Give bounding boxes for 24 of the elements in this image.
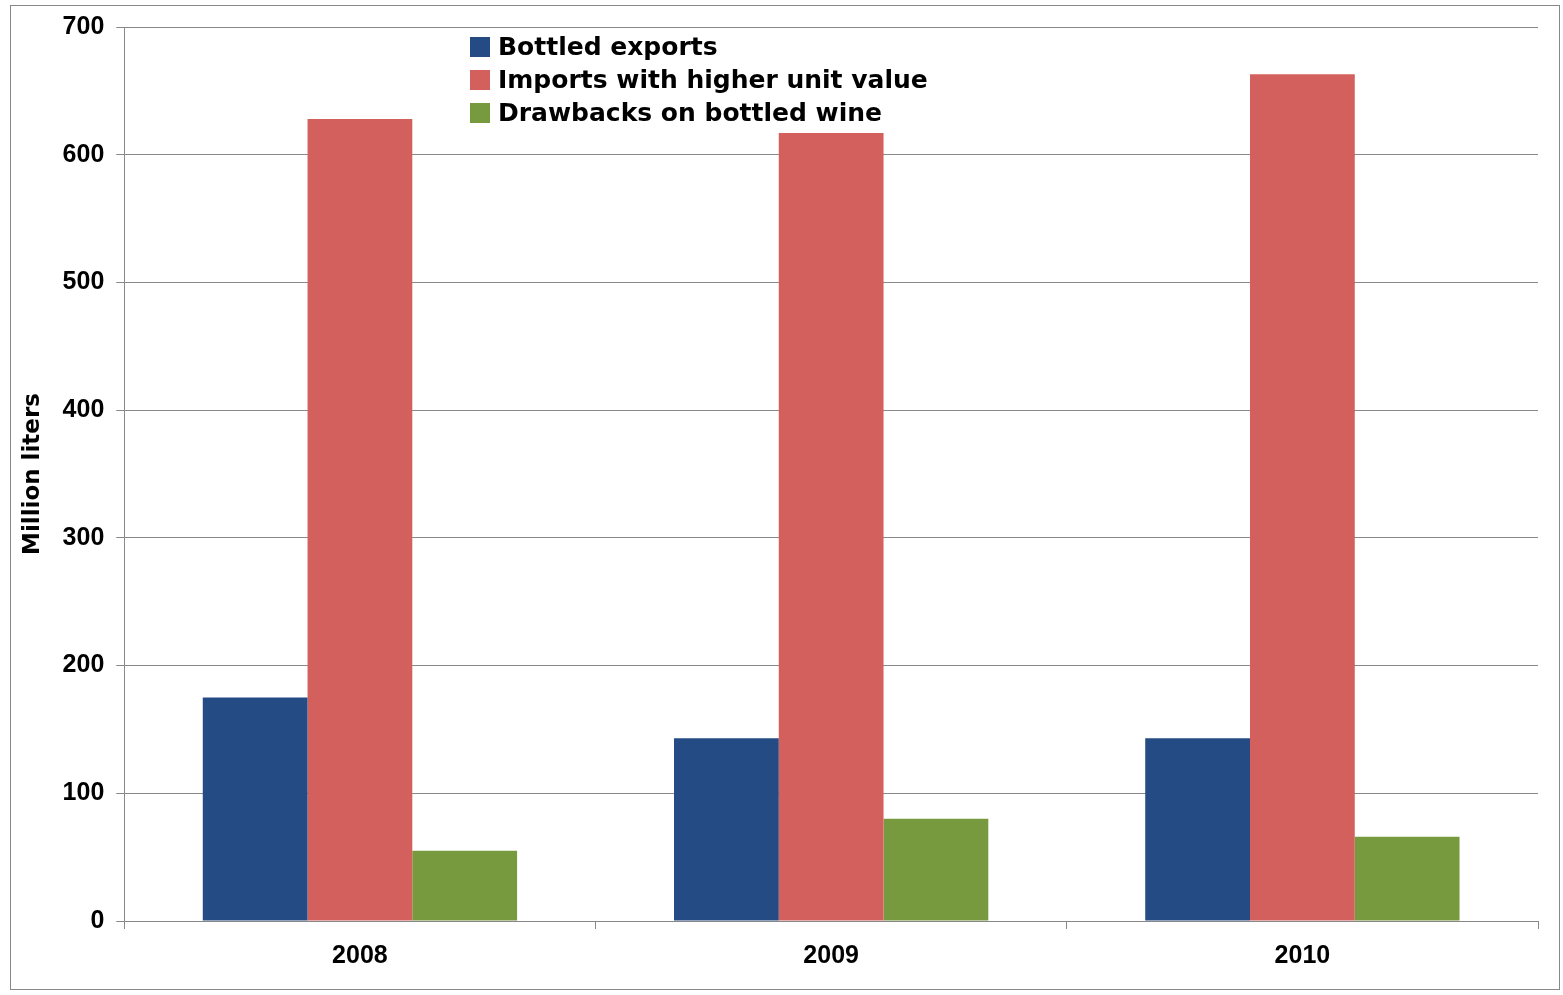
x-tick-label: 2009 xyxy=(803,939,859,968)
bar xyxy=(1145,738,1250,921)
legend-label: Drawbacks on bottled wine xyxy=(497,97,884,129)
legend-label: Imports with higher unit value xyxy=(497,64,928,96)
y-tick-label: 200 xyxy=(62,649,105,678)
bar xyxy=(307,118,413,921)
y-tick-label: 400 xyxy=(62,394,105,423)
bar xyxy=(1354,836,1460,921)
bar xyxy=(778,133,884,921)
y-tick-label: 0 xyxy=(90,904,105,933)
y-tick-label: 700 xyxy=(62,10,105,39)
bar xyxy=(202,697,308,921)
y-tick-label: 300 xyxy=(62,521,105,550)
y-axis-title: Million liters xyxy=(17,393,44,555)
bar xyxy=(674,738,779,921)
bar xyxy=(1250,74,1355,921)
y-tick-label: 100 xyxy=(62,777,105,806)
legend-label: Bottled exports xyxy=(497,31,719,63)
bar xyxy=(412,850,518,921)
y-tick-label: 500 xyxy=(62,266,105,295)
x-tick-label: 2008 xyxy=(332,939,388,968)
bar xyxy=(883,818,989,921)
x-tick-label: 2010 xyxy=(1274,939,1331,968)
y-tick-label: 600 xyxy=(62,138,105,167)
